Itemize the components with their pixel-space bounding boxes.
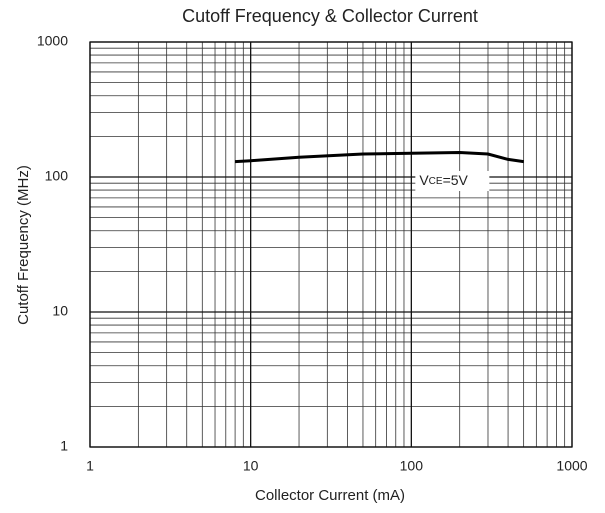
y-axis-label: Cutoff Frequency (MHz) [15, 165, 32, 325]
annotation-part: V [419, 172, 429, 188]
annotation-part: CE [429, 176, 443, 187]
y-tick-label: 1 [60, 438, 68, 454]
annotation: VCE=5V [419, 172, 468, 188]
y-tick-label: 1000 [37, 33, 68, 49]
plot-frame [89, 41, 573, 448]
series-line [235, 150, 524, 164]
x-tick-label: 1000 [556, 458, 587, 474]
chart-title: Cutoff Frequency & Collector Current [182, 6, 478, 26]
x-tick-label: 1 [86, 458, 94, 474]
annotation-part: =5V [443, 172, 469, 188]
x-tick-label: 100 [400, 458, 424, 474]
y-tick-label: 10 [52, 303, 68, 319]
x-axis-label: Collector Current (mA) [255, 487, 405, 504]
annotation-bg [415, 171, 490, 191]
y-tick-label: 100 [45, 168, 69, 184]
x-tick-label: 10 [243, 458, 259, 474]
